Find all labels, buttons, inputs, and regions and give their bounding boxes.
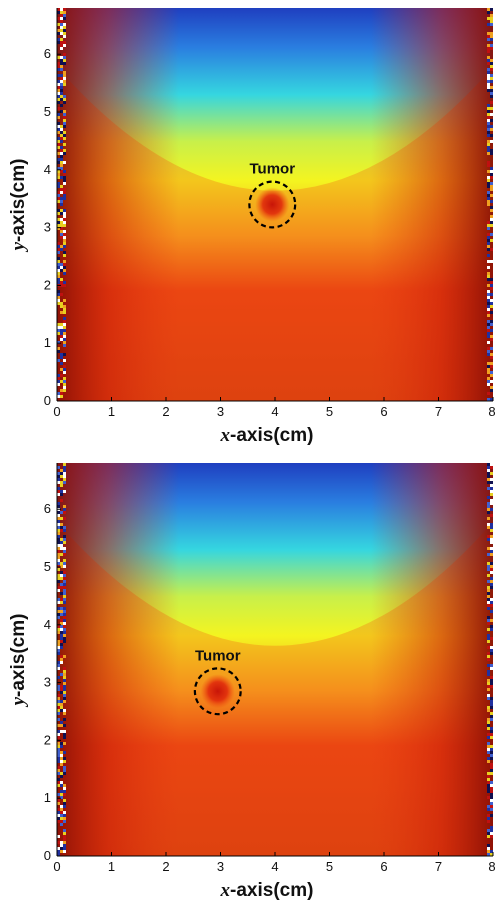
x-tick-label: 0 [53, 404, 60, 419]
y-tick-label: 1 [44, 335, 51, 350]
x-tick-label: 2 [162, 859, 169, 874]
y-axis-label: y-axis(cm) [8, 159, 29, 253]
y-tick-label: 6 [44, 501, 51, 516]
tumor-outline [248, 180, 297, 229]
edge-shade [57, 463, 493, 856]
tumor-outline [193, 667, 242, 716]
y-tick-label: 4 [44, 617, 51, 632]
y-tick-label: 5 [44, 559, 51, 574]
edge-noise [57, 463, 493, 856]
x-tick-label: 7 [435, 859, 442, 874]
x-tick-label: 1 [108, 404, 115, 419]
y-tick-label: 3 [44, 675, 51, 690]
x-tick-label: 6 [380, 859, 387, 874]
x-axis-label: x-axis(cm) [220, 880, 314, 901]
x-tick-label: 3 [217, 404, 224, 419]
x-tick-label: 0 [53, 859, 60, 874]
x-tick-label: 8 [488, 859, 495, 874]
x-tick-label: 4 [271, 404, 278, 419]
x-tick-label: 7 [435, 404, 442, 419]
chart-panel-1: Tumor 0 1 2 3 4 5 6 7 8 0 1 2 3 4 5 6 x-axis(cm) y-axis(cm… [8, 8, 496, 446]
x-tick-label: 5 [326, 859, 333, 874]
y-tick-label: 6 [44, 46, 51, 61]
x-tick-label: 4 [271, 859, 278, 874]
edge-noise [57, 8, 493, 401]
x-tick-label: 1 [108, 859, 115, 874]
y-axis-label: y-axis(cm) [8, 614, 29, 708]
y-tick-label: 0 [44, 393, 51, 408]
chart-panel-2: Tumor 0 1 2 3 4 5 6 7 8 0 1 2 3 4 5 6 x-axis(cm) y-axis(cm… [8, 463, 496, 901]
y-tick-label: 4 [44, 162, 51, 177]
y-tick-label: 5 [44, 104, 51, 119]
y-tick-label: 2 [44, 277, 51, 292]
y-tick-label: 0 [44, 848, 51, 863]
x-tick-label: 2 [162, 404, 169, 419]
x-tick-label: 6 [380, 404, 387, 419]
heatmap [57, 463, 493, 856]
y-tick-label: 2 [44, 732, 51, 747]
x-tick-label: 3 [217, 859, 224, 874]
tumor-label: Tumor [249, 161, 295, 178]
tumor-hotspot [200, 674, 235, 709]
tumor-hotspot [255, 187, 290, 222]
y-tick-label: 1 [44, 790, 51, 805]
x-axis-label: x-axis(cm) [220, 425, 314, 446]
y-tick-label: 3 [44, 220, 51, 235]
x-tick-label: 5 [326, 404, 333, 419]
x-tick-label: 8 [488, 404, 495, 419]
tumor-label: Tumor [195, 647, 241, 664]
